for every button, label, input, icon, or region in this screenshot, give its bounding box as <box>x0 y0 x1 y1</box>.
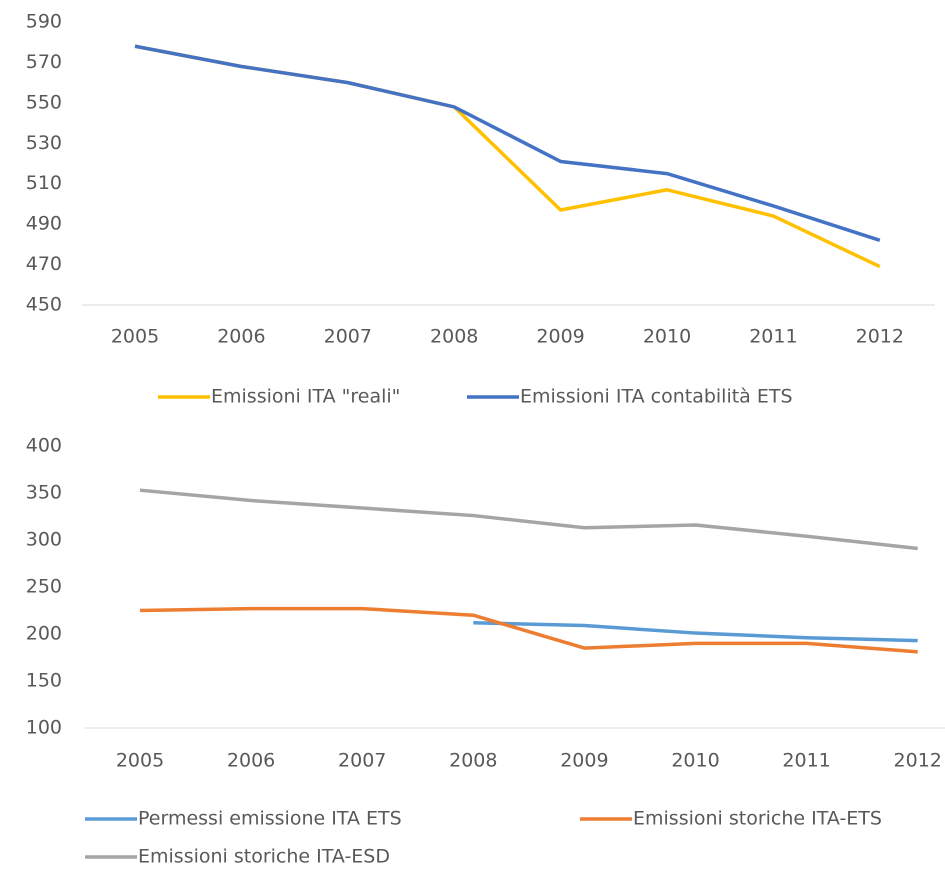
y-tick-label: 590 <box>26 11 62 33</box>
y-tick-label: 550 <box>26 91 62 113</box>
y-tick-label: 510 <box>26 172 62 194</box>
series-line <box>139 606 918 654</box>
y-tick-label: 150 <box>26 670 62 692</box>
y-tick-label: 350 <box>26 482 62 504</box>
y-tick-label: 250 <box>26 576 62 598</box>
x-tick-label: 2011 <box>749 326 797 348</box>
legend-label: Emissioni storiche ITA-ETS <box>633 808 882 830</box>
series-line <box>134 44 881 242</box>
y-tick-label: 450 <box>26 294 62 316</box>
legend-label: Emissioni ITA "reali" <box>211 386 400 408</box>
x-tick-label: 2010 <box>671 750 719 772</box>
x-tick-label: 2010 <box>643 326 691 348</box>
y-tick-label: 400 <box>26 435 62 457</box>
x-tick-label: 2006 <box>227 750 275 772</box>
y-tick-label: 470 <box>26 253 62 275</box>
x-tick-label: 2005 <box>116 750 164 772</box>
x-tick-label: 2007 <box>324 326 372 348</box>
series-line <box>139 488 918 551</box>
y-tick-label: 570 <box>26 51 62 73</box>
x-tick-label: 2012 <box>894 750 942 772</box>
x-tick-label: 2009 <box>536 326 584 348</box>
y-tick-label: 490 <box>26 213 62 235</box>
legend-label: Permessi emissione ITA ETS <box>138 808 402 830</box>
legend-label: Emissioni ITA contabilità ETS <box>520 386 793 408</box>
y-tick-label: 530 <box>26 132 62 154</box>
x-tick-label: 2009 <box>560 750 608 772</box>
series-line <box>134 44 881 269</box>
series-line <box>473 620 918 643</box>
y-tick-label: 100 <box>26 717 62 739</box>
y-tick-label: 200 <box>26 623 62 645</box>
legend-label: Emissioni storiche ITA-ESD <box>138 846 390 868</box>
x-tick-label: 2007 <box>338 750 386 772</box>
x-tick-label: 2005 <box>111 326 159 348</box>
x-tick-label: 2012 <box>856 326 904 348</box>
x-tick-label: 2011 <box>782 750 830 772</box>
x-tick-label: 2008 <box>430 326 478 348</box>
x-tick-label: 2006 <box>217 326 265 348</box>
x-tick-label: 2008 <box>449 750 497 772</box>
y-tick-label: 300 <box>26 529 62 551</box>
